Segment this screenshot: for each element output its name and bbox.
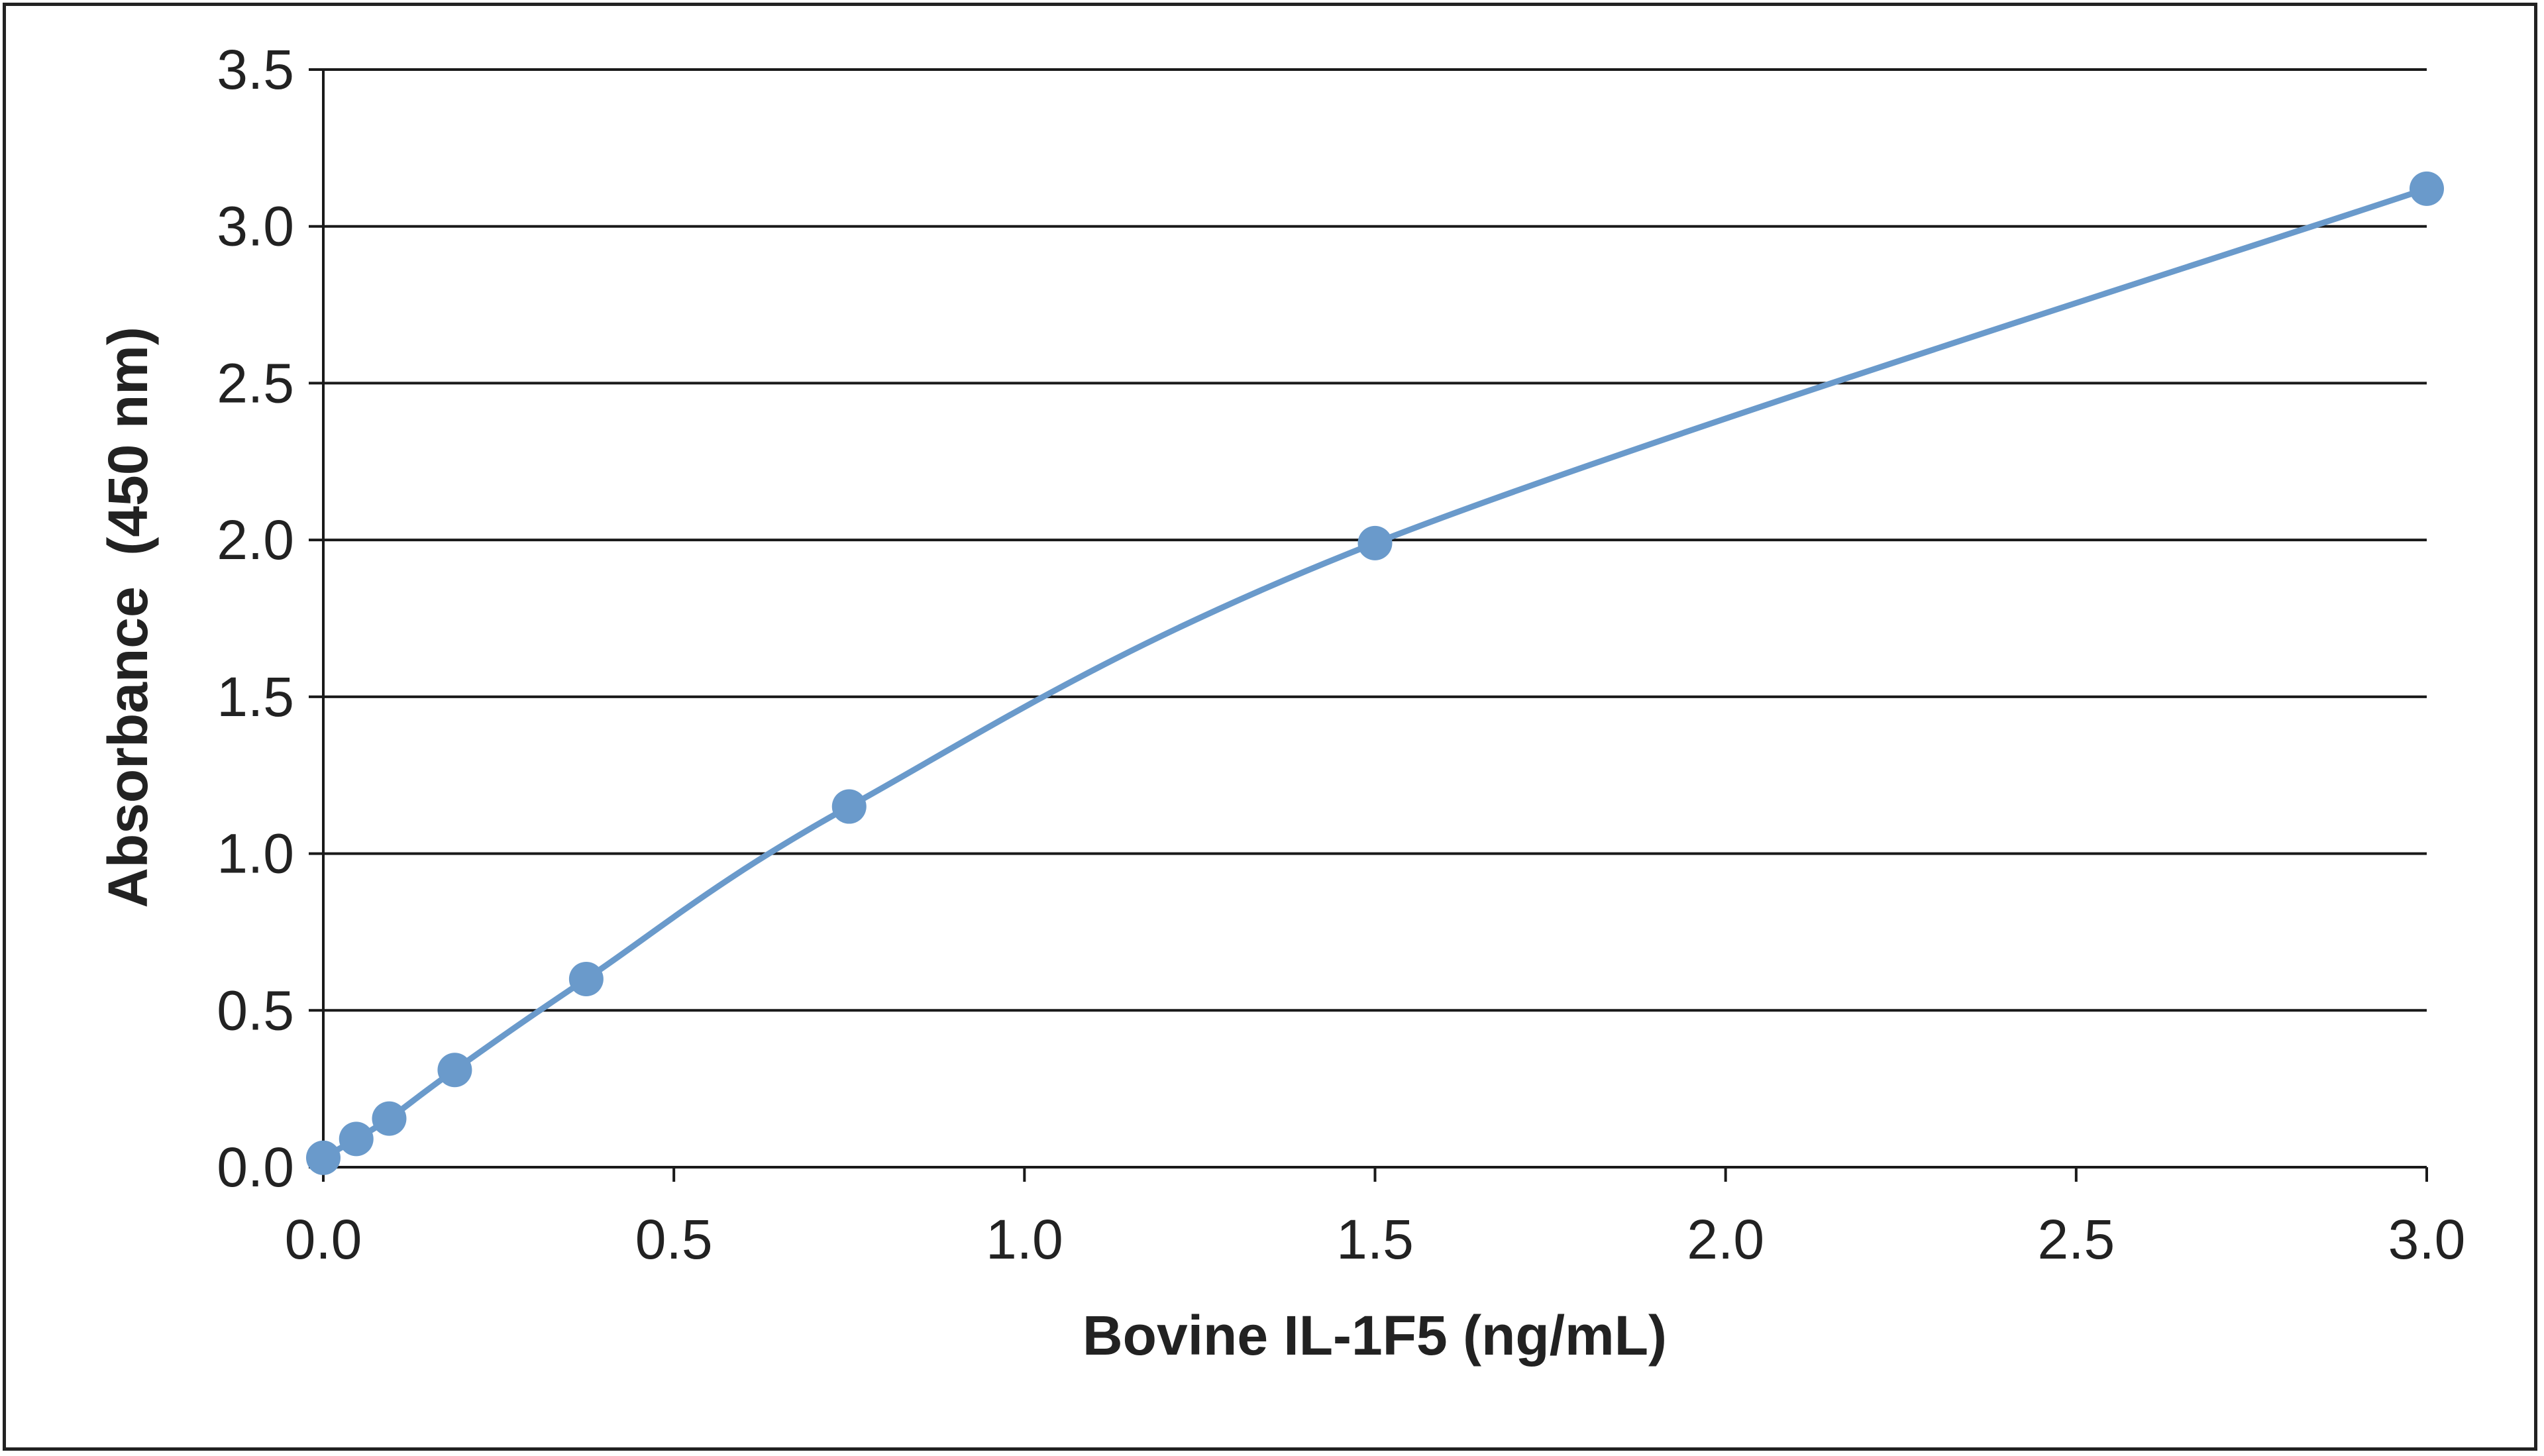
x-tick-label: 1.0 <box>986 1208 1063 1271</box>
x-tick-label: 1.5 <box>1336 1208 1414 1271</box>
y-tick-label: 2.5 <box>217 352 294 414</box>
data-point <box>306 1140 341 1175</box>
data-point <box>831 789 867 824</box>
y-tick-label: 1.5 <box>217 666 294 728</box>
y-tick-label: 0.5 <box>217 979 294 1041</box>
data-point <box>1357 525 1393 560</box>
x-tick-label: 2.0 <box>1687 1208 1764 1271</box>
data-point <box>437 1053 472 1088</box>
x-tick-label: 3.0 <box>2388 1208 2466 1271</box>
x-tick-labels: 0.0 0.5 1.0 1.5 2.0 2.5 3.0 <box>285 1208 2466 1271</box>
x-tick-label: 2.5 <box>2037 1208 2115 1271</box>
y-tick-label: 2.0 <box>217 509 294 571</box>
x-tick-label: 0.5 <box>635 1208 713 1271</box>
x-tick-label: 0.0 <box>285 1208 362 1271</box>
x-axis-title: Bovine IL-1F5 (ng/mL) <box>1083 1304 1667 1367</box>
chart-frame <box>3 3 2537 1451</box>
axes <box>309 68 2428 1182</box>
y-tick-label: 3.0 <box>217 195 294 258</box>
y-tick-label: 0.0 <box>217 1136 294 1198</box>
data-point <box>568 961 604 996</box>
y-tick-label: 3.5 <box>217 38 294 101</box>
data-point <box>339 1121 374 1157</box>
y-tick-labels: 0.0 0.5 1.0 1.5 2.0 2.5 3.0 3.5 <box>217 38 294 1198</box>
series-layer <box>306 171 2444 1175</box>
gridlines <box>323 68 2427 1012</box>
data-point <box>372 1101 407 1136</box>
series-line <box>321 185 2428 1161</box>
y-tick-label: 1.0 <box>217 823 294 885</box>
y-axis-title: Absorbance (450 nm) <box>97 327 159 908</box>
data-point <box>2410 171 2444 206</box>
